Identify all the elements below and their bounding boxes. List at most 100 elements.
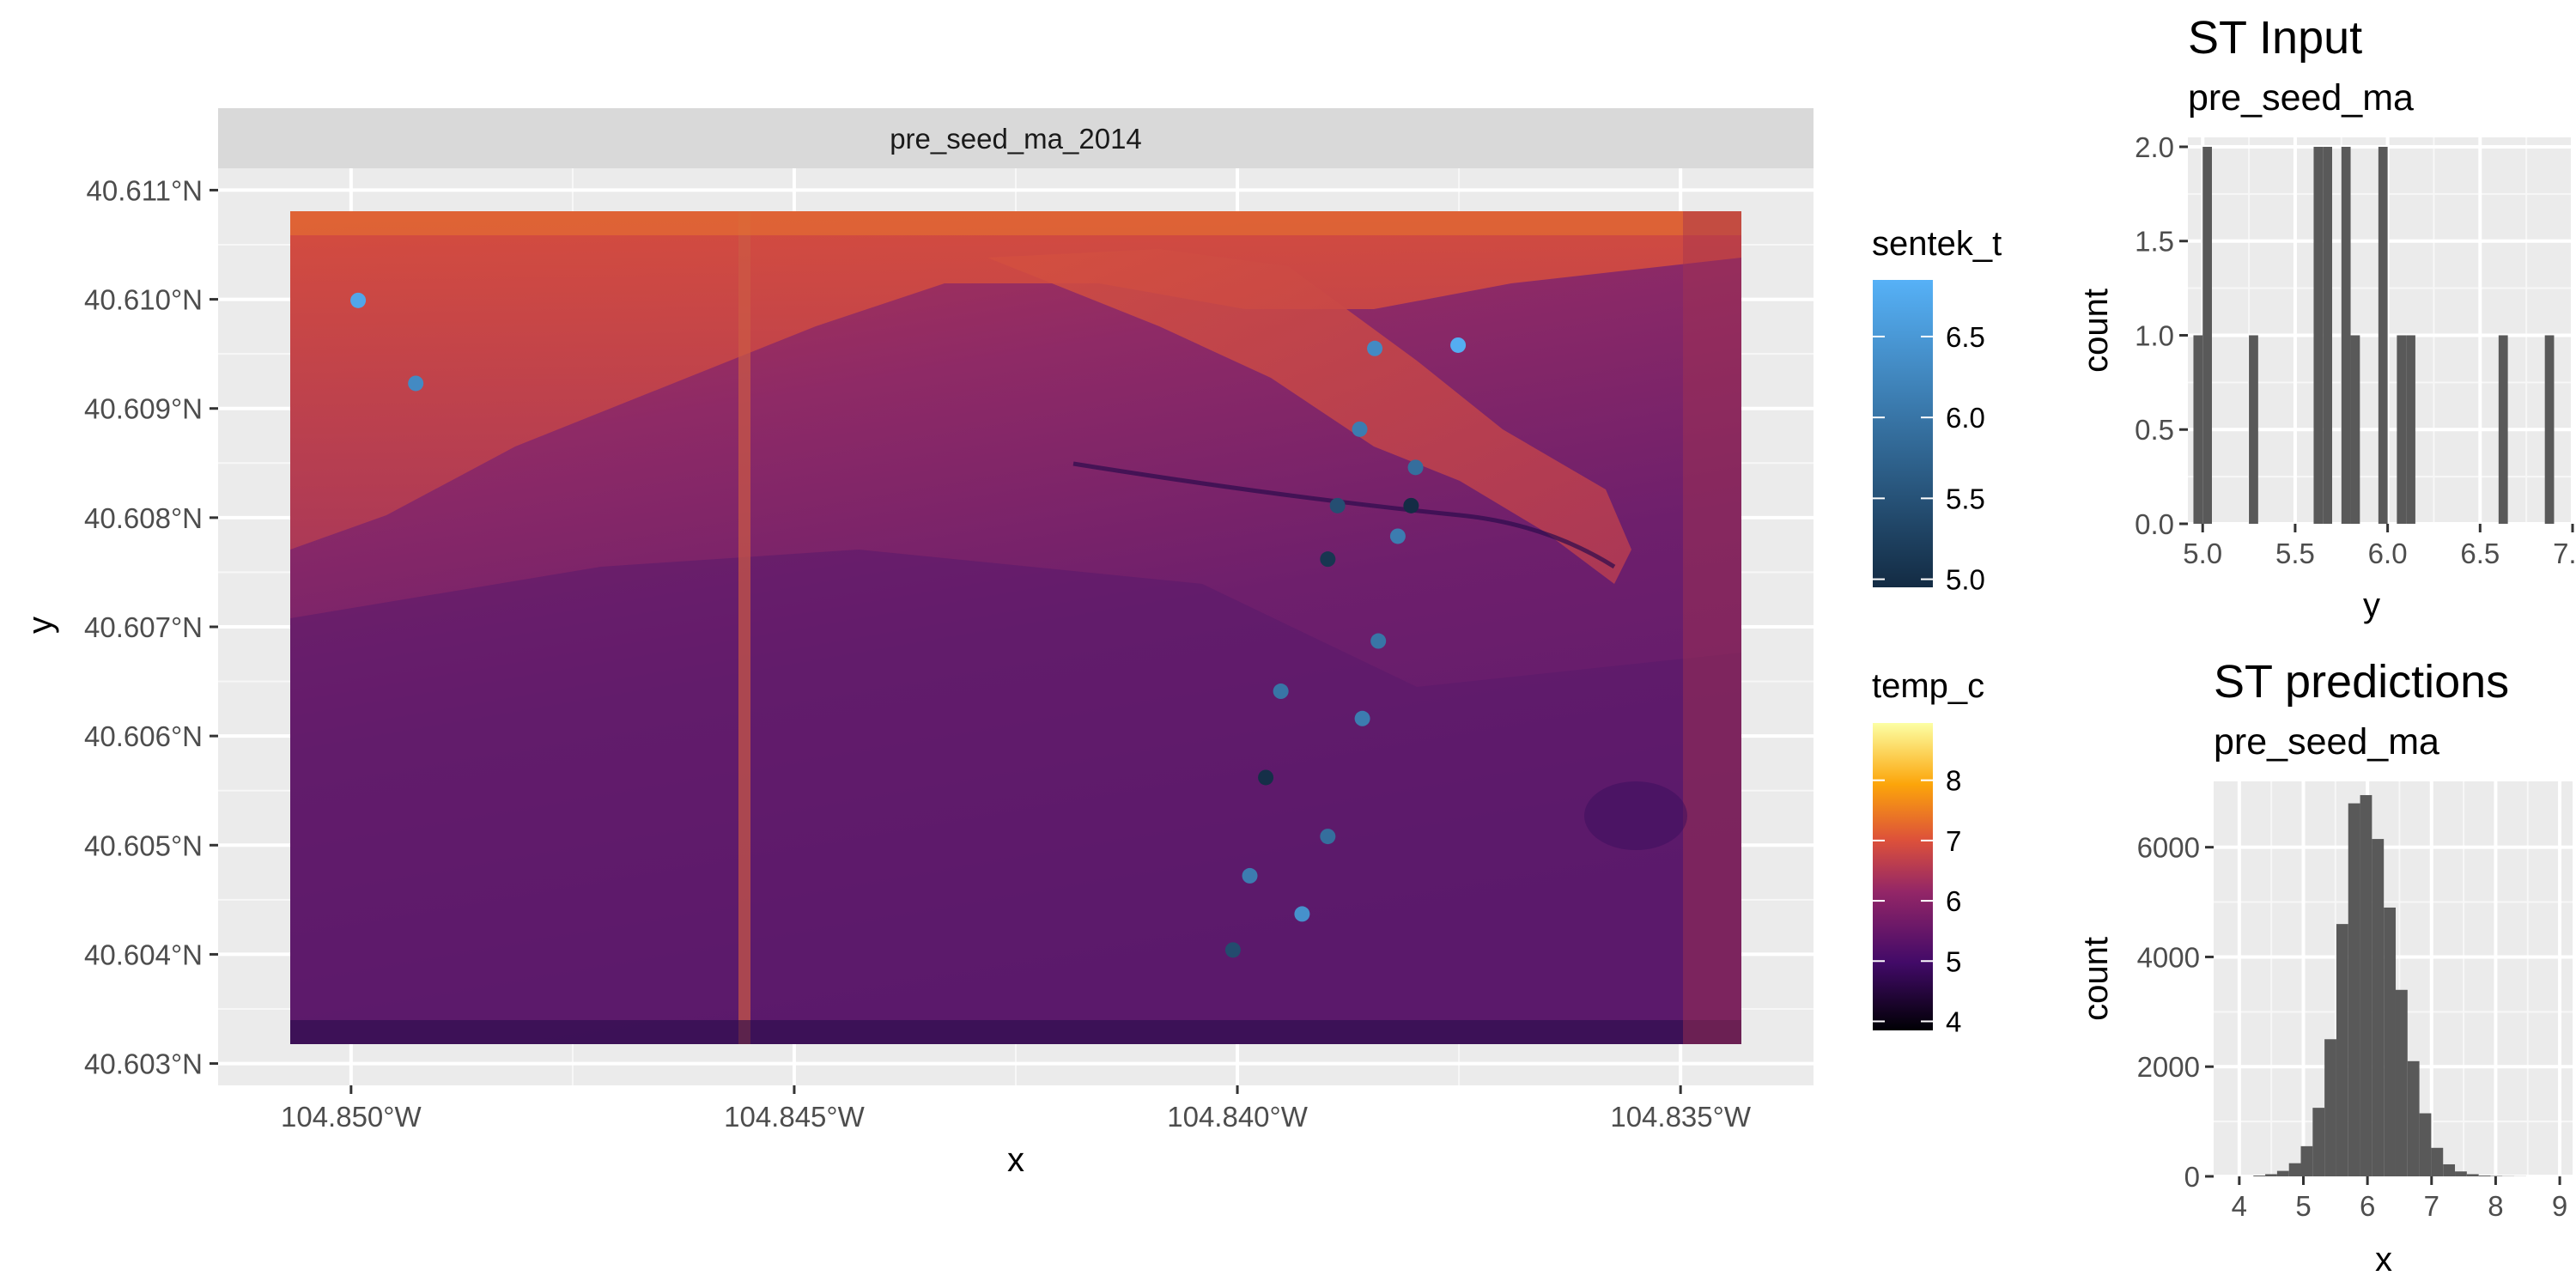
legend-sentek: sentek_t 6.5 6.0 5.5 5.0 — [1872, 225, 2002, 596]
map-y-tick-label: 40.604°N — [84, 939, 203, 970]
hist-input-axes: 5.0 5.5 6.0 6.5 7.0 2.0 1.5 1.0 0.5 0.0 — [2135, 131, 2576, 569]
raster-east-edge — [1683, 211, 1741, 1044]
hist-input-bar — [2193, 335, 2203, 524]
hist-pred-bar — [2419, 1113, 2432, 1176]
legend-sentek-label: 6.0 — [1946, 402, 1985, 434]
sentek-point — [1242, 867, 1258, 884]
sentek-point — [408, 375, 424, 392]
sentek-point — [1320, 829, 1336, 845]
legend-sentek-label: 6.5 — [1946, 321, 1985, 353]
hist-pred-bar — [2466, 1174, 2479, 1176]
raster-diagonal-band — [987, 249, 1631, 584]
map-y-tick-label: 40.610°N — [84, 284, 203, 316]
hist-pred-bars — [2253, 794, 2526, 1176]
hist-pred-bar — [2431, 1147, 2444, 1176]
map-y-tick-label: 40.606°N — [84, 720, 203, 752]
map-y-tick-label: 40.605°N — [84, 829, 203, 861]
map-y-tick-label: 40.611°N — [86, 174, 203, 206]
raster-road-strip — [738, 211, 750, 1044]
hist-input-y-tick-label: 1.5 — [2135, 226, 2174, 258]
hist-pred-x-tick-label: 4 — [2232, 1190, 2247, 1222]
hist-pred-y-tick-label: 4000 — [2137, 941, 2200, 973]
hist-pred-bar — [2265, 1174, 2277, 1176]
map-panel: pre_seed_ma_2014 104.850°W 104.845°W 104.8… — [21, 108, 1814, 1179]
sentek-point — [1352, 421, 1368, 437]
hist-input-bars — [2193, 146, 2555, 524]
hist-pred-y-tick-label: 6000 — [2137, 832, 2200, 864]
hist-input-bar — [2498, 335, 2508, 524]
hist-input-bar — [2249, 335, 2258, 524]
hist-input-x-tick-label: 5.5 — [2275, 538, 2315, 569]
map-x-axis: 104.850°W 104.845°W 104.840°W 104.835°W — [281, 1085, 1752, 1133]
hist-pred-x-tick-label: 6 — [2360, 1190, 2375, 1222]
sentek-point — [1403, 497, 1419, 513]
hist-input-y-tick-label: 1.0 — [2135, 319, 2174, 351]
map-x-tick-label: 104.840°W — [1167, 1101, 1308, 1133]
map-y-tick-label: 40.603°N — [84, 1048, 203, 1080]
sentek-point — [1273, 683, 1289, 700]
legend-sentek-colorbar — [1873, 280, 1933, 587]
hist-pred-bar — [2288, 1163, 2301, 1176]
legend-sentek-title: sentek_t — [1872, 225, 2002, 263]
legend-sentek-label: 5.0 — [1946, 564, 1985, 596]
sentek-point — [1407, 459, 1424, 476]
hist-input-x-tick-label: 5.0 — [2183, 538, 2222, 569]
hist-input-subtitle: pre_seed_ma — [2188, 77, 2414, 118]
map-y-axis-title: y — [21, 617, 59, 634]
hist-pred-gridlines — [2214, 781, 2573, 1178]
map-y-axis: 40.611°N 40.610°N 40.609°N 40.608°N 40.607°N… — [84, 174, 218, 1080]
hist-input-bar — [2323, 146, 2332, 524]
hist-input-y-tick-label: 0.0 — [2135, 508, 2174, 540]
hist-pred-bar — [2455, 1171, 2467, 1176]
hist-input-y-tick-label: 2.0 — [2135, 131, 2174, 163]
hist-pred-y-tick-label: 2000 — [2137, 1051, 2200, 1083]
hist-pred-bar — [2443, 1163, 2456, 1176]
raster-dark-patch — [1584, 781, 1687, 850]
hist-pred-title: ST predictions — [2214, 656, 2509, 708]
hist-pred-y-axis-title: count — [2077, 937, 2115, 1021]
sentek-point — [1367, 340, 1383, 356]
map-y-tick-label: 40.608°N — [84, 502, 203, 534]
legend-temp-colorbar — [1873, 723, 1933, 1030]
sentek-point — [1370, 633, 1387, 649]
map-y-tick-label: 40.607°N — [84, 611, 203, 643]
hist-pred-axes: 4 5 6 7 8 9 6000 4000 2000 0 — [2137, 832, 2568, 1222]
hist-input-bar — [2202, 146, 2212, 524]
sentek-point — [1224, 942, 1241, 958]
map-x-axis-title: x — [1007, 1141, 1024, 1179]
raster-south-edge — [290, 1020, 1741, 1044]
hist-pred-x-tick-label: 8 — [2488, 1190, 2503, 1222]
hist-input-bar — [2313, 146, 2324, 524]
hist-input-bar — [2350, 335, 2360, 524]
map-y-tick-label: 40.609°N — [84, 393, 203, 425]
hist-pred-bar — [2384, 907, 2396, 1176]
hist-input-x-axis-title: y — [2363, 586, 2380, 624]
raster-north-field — [290, 211, 1741, 550]
hist-pred-x-axis-title: x — [2375, 1241, 2392, 1279]
hist-pred-bar — [2336, 924, 2348, 1176]
legend-temp-label: 4 — [1946, 1005, 1961, 1037]
hist-pred-x-tick-label: 5 — [2295, 1190, 2311, 1222]
hist-input-bar — [2544, 335, 2555, 524]
hist-pred-bar — [2276, 1170, 2289, 1176]
strip-background — [218, 108, 1814, 168]
raster-south-field — [290, 550, 1741, 1044]
hist-input-x-tick-label: 6.0 — [2368, 538, 2408, 569]
legend-temp-label: 8 — [1946, 765, 1961, 797]
hist-pred-bar — [2360, 794, 2372, 1176]
legend-temp-title: temp_c — [1872, 667, 1984, 705]
hist-pred-bar — [2407, 1060, 2420, 1176]
hist-pred-bar — [2372, 839, 2385, 1176]
hist-input-y-tick-label: 0.5 — [2135, 414, 2174, 446]
hist-input-bar — [2341, 146, 2351, 524]
hist-pred-x-tick-label: 7 — [2424, 1190, 2439, 1222]
temperature-raster — [290, 211, 1741, 1044]
legend-sentek-label: 5.5 — [1946, 483, 1985, 514]
hist-pred-bar — [2300, 1145, 2313, 1176]
hist-pred-subtitle: pre_seed_ma — [2214, 721, 2439, 762]
sentek-point — [1320, 551, 1336, 568]
sentek-point — [1258, 769, 1274, 786]
sentek-point — [1329, 497, 1346, 513]
hist-pred-panel: ST predictions pre_seed_ma 4 5 6 7 8 9 6000 400… — [2077, 656, 2573, 1279]
